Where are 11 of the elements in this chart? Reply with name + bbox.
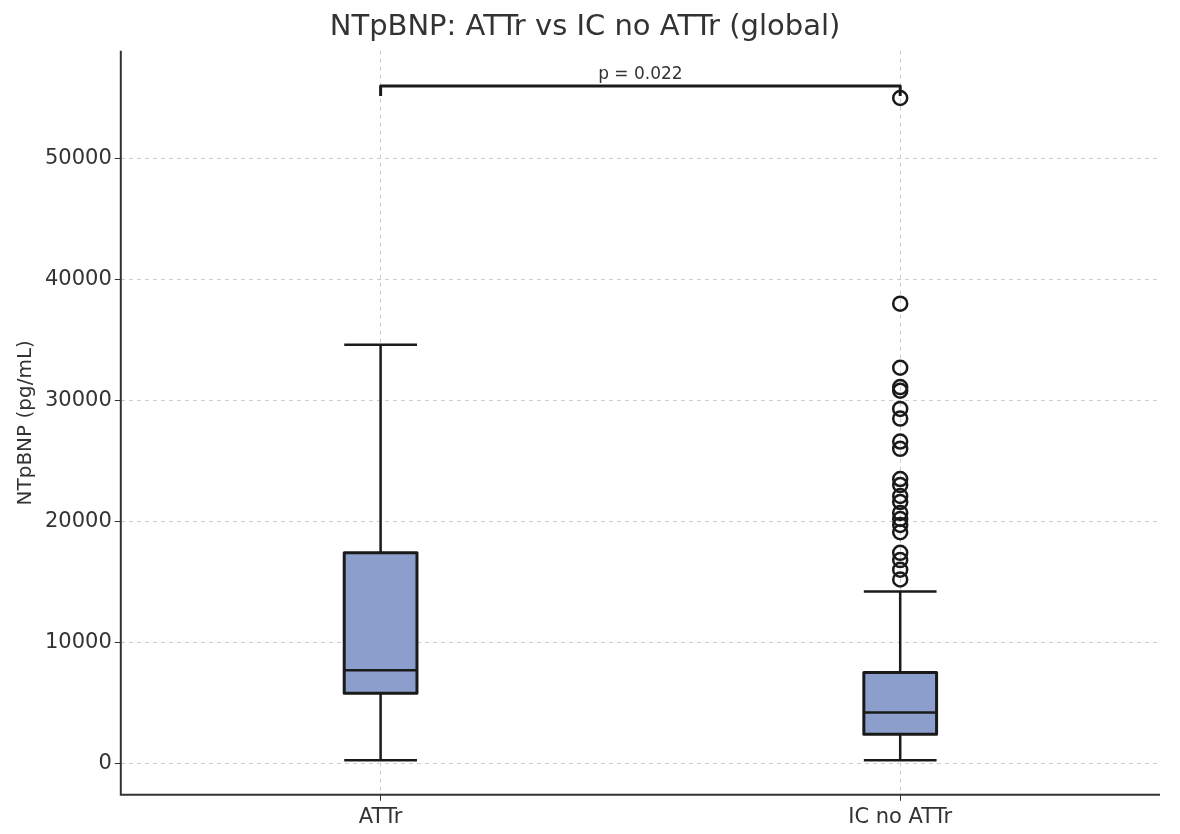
y-tick-label: 0 xyxy=(98,749,112,774)
y-axis-title: NTpBNP (pg/mL) xyxy=(12,340,37,506)
y-tick-label: 50000 xyxy=(44,144,112,169)
x-tick-label: ATTr xyxy=(358,803,403,828)
x-tick-label: IC no ATTr xyxy=(848,803,953,828)
annotation: p = 0.022 xyxy=(598,62,683,83)
y-tick-label: 10000 xyxy=(44,628,112,653)
y-tick-label: 20000 xyxy=(44,507,112,532)
y-tick-label: 40000 xyxy=(44,265,112,290)
chart-title: NTpBNP: ATTr vs IC no ATTr (global) xyxy=(329,7,841,42)
y-tick-label: 30000 xyxy=(44,386,112,411)
